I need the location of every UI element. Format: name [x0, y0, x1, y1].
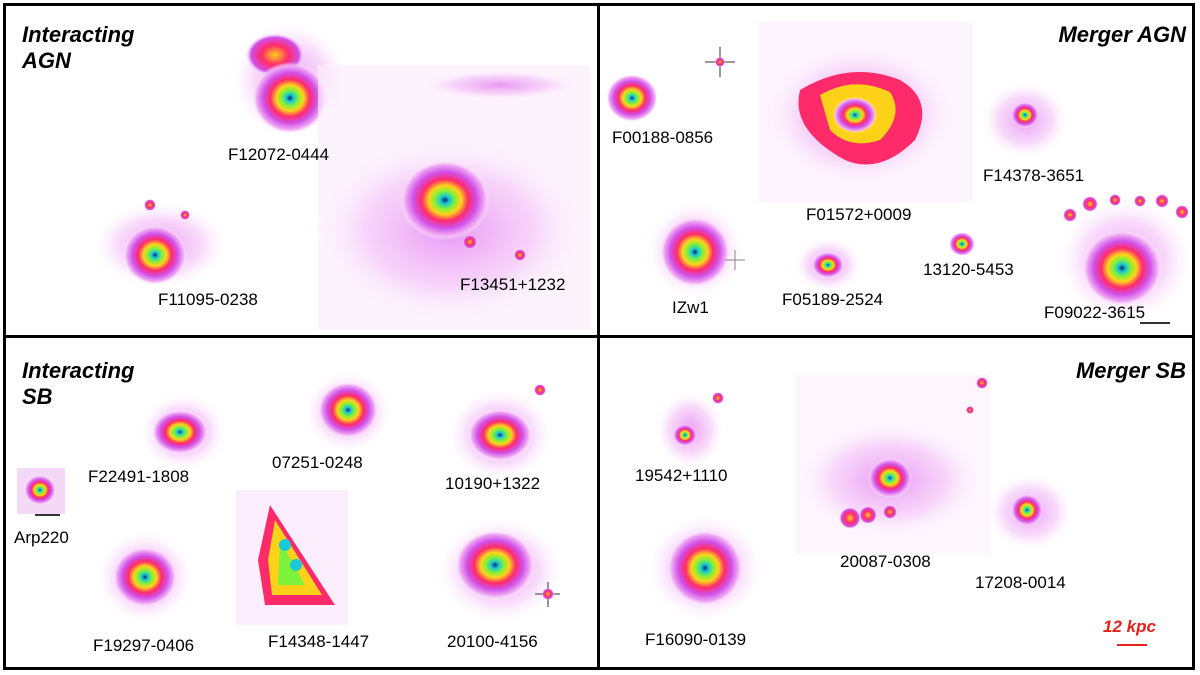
horizontal-divider	[3, 335, 1195, 338]
arp220-scale-marker	[35, 514, 60, 516]
label-07251: 07251-0248	[272, 453, 363, 472]
galaxy-f11095	[90, 199, 230, 290]
scale-bar-label: 12 kpc	[1103, 617, 1156, 636]
galaxy-f00188	[606, 47, 735, 122]
label-arp220: Arp220	[14, 528, 69, 547]
label-20100: 20100-4156	[447, 632, 538, 651]
label-f05189: F05189-2524	[782, 290, 884, 309]
title-line-2: AGN	[22, 48, 71, 73]
label-f16090: F16090-0139	[645, 630, 747, 649]
galaxy-f09022	[1055, 194, 1195, 325]
galaxy-10190	[445, 384, 555, 483]
galaxy-20100	[435, 515, 565, 625]
galaxy-f14348	[236, 490, 348, 625]
galaxy-f13451	[310, 65, 590, 330]
scale-bar-line	[1117, 644, 1147, 646]
galaxy-arp220	[17, 468, 65, 514]
panel-title-interacting-agn: Interacting AGN	[22, 22, 134, 74]
title-line-2: SB	[22, 384, 53, 409]
label-13120: 13120-5453	[923, 260, 1014, 279]
label-19542: 19542+1110	[635, 466, 728, 485]
galaxy-20087	[795, 375, 990, 555]
galaxy-f19297	[95, 529, 195, 625]
panel-title-interacting-sb: Interacting SB	[22, 358, 134, 410]
galaxy-f14378	[980, 80, 1070, 160]
galaxy-f05189	[793, 237, 863, 293]
title-line-1: Interacting	[22, 358, 135, 383]
panel-title-merger-sb: Merger SB	[1075, 358, 1186, 383]
galaxy-07251	[303, 370, 393, 454]
galaxy-19542	[655, 390, 725, 470]
label-f12072: F12072-0444	[228, 145, 330, 164]
galaxy-f16090	[645, 513, 765, 623]
title-line-1: Interacting	[22, 22, 135, 47]
label-f22491: F22491-1808	[88, 467, 190, 486]
galaxy-f22491	[138, 392, 228, 472]
label-f19297: F19297-0406	[93, 636, 195, 655]
label-20087: 20087-0308	[840, 552, 931, 571]
label-10190: 10190+1322	[445, 474, 541, 493]
galaxy-17208	[985, 472, 1075, 552]
label-17208: 17208-0014	[975, 573, 1066, 592]
label-f09022: F09022-3615	[1044, 303, 1146, 322]
label-f14348: F14348-1447	[268, 632, 370, 651]
galaxy-izw1	[645, 200, 745, 300]
panel-title-merger-agn: Merger AGN	[1058, 22, 1186, 47]
galaxy-f01572	[758, 22, 973, 202]
galaxy-13120	[949, 232, 975, 256]
label-izw1: IZw1	[672, 298, 709, 317]
label-f13451: F13451+1232	[460, 275, 566, 294]
galaxy-f12072	[230, 20, 350, 140]
label-f01572: F01572+0009	[806, 205, 912, 224]
small-scale-marker	[1140, 322, 1170, 324]
label-f14378: F14378-3651	[983, 166, 1085, 185]
label-f11095: F11095-0238	[158, 290, 258, 309]
label-f00188: F00188-0856	[612, 128, 714, 147]
